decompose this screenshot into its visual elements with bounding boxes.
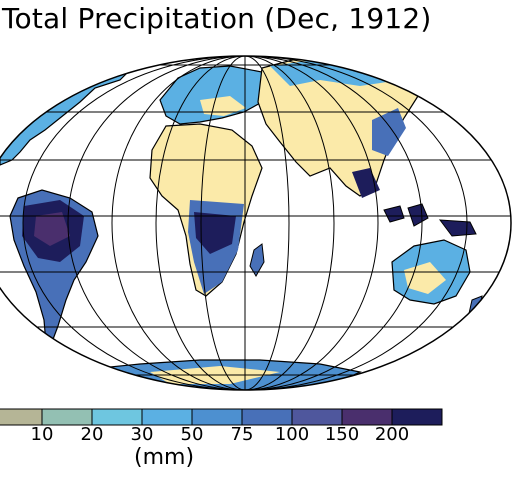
legend-tick-label: 100	[274, 424, 310, 445]
unit-label: (mm)	[134, 445, 195, 470]
legend-tick-label: 150	[324, 424, 360, 445]
europe-dry	[200, 96, 246, 116]
legend-tick-label: 20	[80, 424, 104, 445]
legend-swatch	[241, 408, 293, 426]
indonesia	[383, 205, 405, 223]
legend-swatch	[291, 408, 343, 426]
legend-swatch	[391, 408, 443, 426]
madagascar	[249, 243, 265, 277]
legend-swatch	[191, 408, 243, 426]
legend-swatch	[41, 408, 93, 426]
legend-swatch	[141, 408, 193, 426]
asia-east-wet	[372, 108, 406, 156]
amazon-core	[34, 212, 70, 246]
legend-tick-label: 10	[30, 424, 54, 445]
legend-tick-label: 200	[374, 424, 410, 445]
legend-tick-label: 50	[180, 424, 204, 445]
globe-outline	[0, 55, 512, 391]
africa-core-wet	[194, 212, 236, 254]
map-title: Total Precipitation (Dec, 1912)	[2, 2, 432, 35]
legend-tick-label: 30	[130, 424, 154, 445]
legend-swatch	[91, 408, 143, 426]
legend-swatch	[341, 408, 393, 426]
borneo	[407, 203, 429, 227]
legend-tick-label: 75	[230, 424, 254, 445]
legend-swatch	[0, 408, 43, 426]
